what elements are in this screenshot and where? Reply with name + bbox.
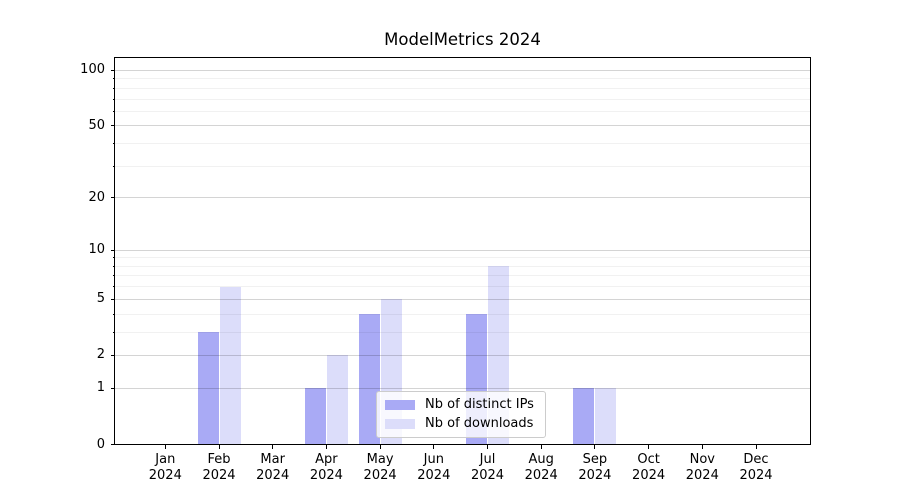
plot-area xyxy=(114,57,811,445)
y-axis-minor-tick xyxy=(112,78,115,80)
major-gridline xyxy=(115,69,810,71)
minor-gridline xyxy=(115,286,810,288)
x-tick-label: May 2024 xyxy=(363,452,397,483)
y-axis-minor-tick xyxy=(112,87,115,89)
y-axis-minor-tick xyxy=(112,286,115,288)
x-tick-label: Jan 2024 xyxy=(148,452,182,483)
y-tick-label: 50 xyxy=(88,117,105,133)
minor-gridline xyxy=(115,78,810,80)
chart-bar xyxy=(573,388,595,444)
x-tick-label: Mar 2024 xyxy=(256,452,290,483)
y-tick-label: 10 xyxy=(88,242,105,258)
y-tick-label: 5 xyxy=(96,291,105,307)
major-gridline xyxy=(115,249,810,251)
x-tick-label: Jul 2024 xyxy=(470,452,505,483)
x-tick-label: Nov 2024 xyxy=(685,452,719,483)
minor-gridline xyxy=(115,313,810,315)
legend-item: Nb of distinct IPs xyxy=(385,396,537,414)
minor-gridline xyxy=(115,98,810,100)
y-axis-tick xyxy=(110,197,115,199)
y-axis-tick xyxy=(110,387,115,389)
x-axis-tick xyxy=(487,445,488,449)
major-gridline xyxy=(115,125,810,127)
x-tick-label: Feb 2024 xyxy=(202,452,236,483)
chart-bar xyxy=(595,388,617,444)
minor-gridline xyxy=(115,275,810,277)
chart-bar xyxy=(304,388,326,444)
legend-item: Nb of downloads xyxy=(385,415,537,433)
chart-bar xyxy=(219,286,241,444)
chart-bar xyxy=(326,355,348,444)
y-axis-minor-tick xyxy=(112,265,115,267)
x-axis-tick xyxy=(594,445,596,449)
minor-gridline xyxy=(115,87,810,89)
minor-gridline xyxy=(115,331,810,333)
x-axis-tick xyxy=(272,445,274,449)
major-gridline xyxy=(115,387,810,389)
x-axis-tick xyxy=(540,445,542,449)
minor-gridline xyxy=(115,110,810,112)
y-axis-minor-tick xyxy=(112,165,115,167)
x-axis-tick xyxy=(218,445,220,449)
chart-bar xyxy=(197,332,219,444)
x-tick-label: Apr 2024 xyxy=(309,452,343,483)
legend-label: Nb of downloads xyxy=(425,416,534,431)
y-tick-label: 2 xyxy=(96,347,105,363)
y-axis-minor-tick xyxy=(112,98,115,100)
major-gridline xyxy=(115,354,810,356)
x-axis-tick xyxy=(701,445,703,449)
x-axis-tick xyxy=(379,445,381,449)
chart-bar xyxy=(358,314,380,444)
legend: Nb of distinct IPs Nb of downloads xyxy=(376,391,546,438)
minor-gridline xyxy=(115,165,810,167)
x-tick-label: Oct 2024 xyxy=(632,452,666,483)
legend-swatch xyxy=(385,400,415,410)
y-axis-minor-tick xyxy=(112,257,115,259)
y-axis-minor-tick xyxy=(112,331,115,333)
y-axis-tick xyxy=(110,69,115,71)
legend-swatch xyxy=(385,419,415,429)
x-tick-label: Sep 2024 xyxy=(578,452,612,483)
y-axis-minor-tick xyxy=(112,143,115,144)
y-tick-label: 1 xyxy=(96,380,105,396)
x-tick-label: Jun 2024 xyxy=(417,452,451,483)
x-axis-tick xyxy=(164,445,166,449)
major-gridline xyxy=(115,298,810,300)
x-axis-tick xyxy=(325,445,327,449)
y-tick-label: 20 xyxy=(88,189,105,205)
minor-gridline xyxy=(115,257,810,259)
y-axis-tick xyxy=(110,125,115,127)
y-tick-label: 0 xyxy=(96,436,105,452)
x-axis-tick xyxy=(433,445,435,449)
minor-gridline xyxy=(115,265,810,267)
x-tick-label: Aug 2024 xyxy=(524,452,558,483)
major-gridline xyxy=(115,197,810,199)
y-axis-tick xyxy=(110,249,115,251)
legend-label: Nb of distinct IPs xyxy=(425,397,534,412)
y-tick-label: 100 xyxy=(80,62,105,78)
y-axis-minor-tick xyxy=(112,110,115,112)
minor-gridline xyxy=(115,143,810,144)
y-axis-minor-tick xyxy=(112,275,115,277)
y-axis-minor-tick xyxy=(112,313,115,315)
y-axis-tick xyxy=(110,298,115,300)
x-axis-tick xyxy=(755,445,757,449)
x-axis-tick xyxy=(648,445,650,449)
x-tick-label: Dec 2024 xyxy=(739,452,773,483)
chart-title: ModelMetrics 2024 xyxy=(384,30,541,49)
y-axis-tick xyxy=(110,354,115,356)
y-axis-tick xyxy=(110,444,115,445)
